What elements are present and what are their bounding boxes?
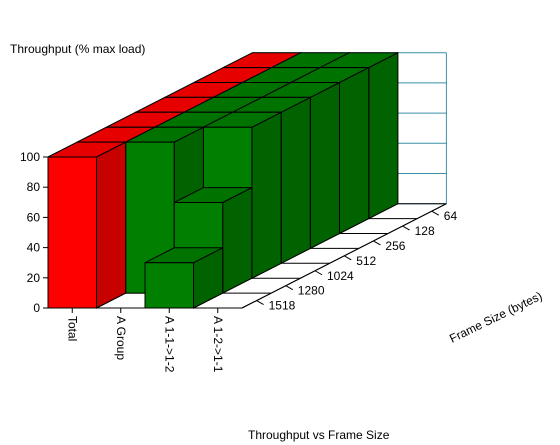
y-axis-title: Throughput (% max load): [10, 42, 145, 56]
z-axis-title: Frame Size (bytes): [447, 289, 544, 346]
bar-side: [222, 186, 253, 294]
z-tick-3: [343, 255, 352, 261]
bar-side: [280, 96, 311, 265]
y-tick-label-20: 20: [27, 271, 41, 285]
bar-side: [96, 141, 127, 309]
frame-size-label-128: 128: [415, 224, 435, 238]
category-label-3: A 1-2->1-1: [211, 316, 225, 373]
bar-front: [47, 156, 97, 309]
bar-total-64: [47, 141, 127, 309]
bar-side: [251, 111, 282, 280]
y-tick-label-60: 60: [27, 210, 41, 224]
category-label-0: Total: [65, 316, 79, 341]
frame-size-label-64: 64: [444, 209, 458, 223]
z-tick-0: [256, 300, 264, 305]
bar-side: [339, 66, 370, 235]
z-tick-2: [314, 270, 323, 276]
y-tick-label-80: 80: [27, 180, 41, 194]
frame-size-label-1280: 1280: [298, 284, 325, 298]
category-label-2: A 1-1->1-2: [162, 316, 176, 373]
frame-size-label-256: 256: [385, 239, 405, 253]
category-label-1: A Group: [114, 316, 128, 360]
z-tick-5: [402, 225, 410, 231]
z-tick-4: [373, 240, 381, 246]
chart-axes: 0 20 40 60 80 100 Total A Group A 1-1->1-2 A 1-2-…: [20, 150, 458, 373]
bar-a-1-1-1-2-64: [144, 246, 224, 309]
y-tick-label-0: 0: [33, 301, 40, 315]
chart-title: Throughput vs Frame Size: [248, 428, 390, 442]
frame-size-label-512: 512: [356, 254, 376, 268]
bar-front: [144, 262, 194, 309]
chart-bars: [47, 51, 399, 309]
y-tick-label-100: 100: [20, 150, 40, 164]
bar-side: [309, 81, 340, 250]
frame-size-label-1518: 1518: [269, 299, 296, 313]
bar-side: [368, 51, 399, 220]
z-tick-1: [285, 285, 294, 291]
frame-size-label-1024: 1024: [327, 269, 354, 283]
z-tick-6: [431, 210, 440, 216]
y-tick-label-40: 40: [27, 241, 41, 255]
